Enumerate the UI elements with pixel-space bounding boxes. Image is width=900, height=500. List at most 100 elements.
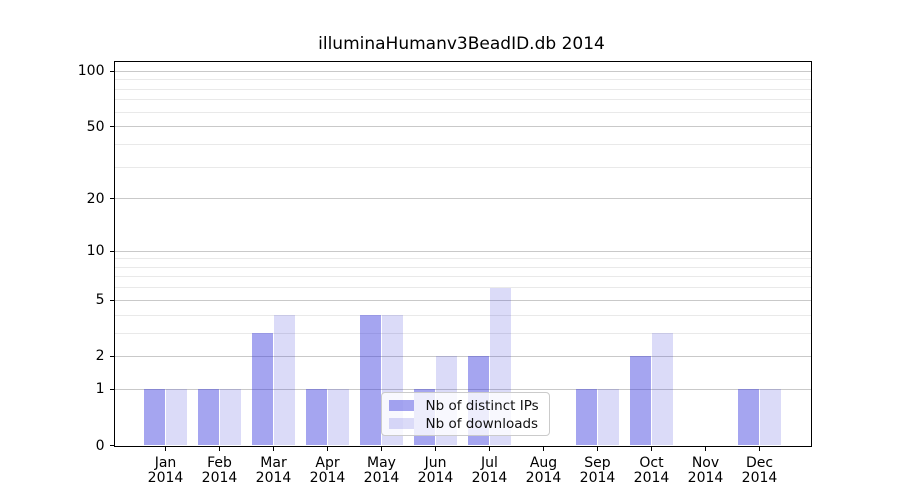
- major-gridline: [114, 126, 811, 128]
- minor-gridline: [114, 99, 811, 101]
- legend-swatch: [388, 418, 414, 429]
- x-tick-month: Aug: [529, 454, 558, 471]
- x-tick-mark: [543, 446, 544, 451]
- y-tick-mark: [109, 355, 114, 357]
- x-tick-label: Oct 2014: [620, 454, 684, 486]
- x-tick-label: Dec 2014: [728, 454, 792, 486]
- minor-gridline: [114, 258, 811, 260]
- bar-downloads-feb: [219, 389, 242, 446]
- x-tick-year: 2014: [687, 469, 724, 486]
- y-tick-label: 20: [86, 190, 105, 207]
- minor-gridline: [114, 111, 811, 113]
- minor-gridline: [114, 266, 811, 268]
- bar-downloads-oct: [651, 333, 674, 446]
- minor-gridline: [114, 79, 811, 81]
- legend-label: Nb of distinct IPs: [425, 397, 539, 414]
- x-tick-year: 2014: [741, 469, 778, 486]
- bar-ips-jan: [143, 389, 166, 446]
- y-tick-label: 50: [86, 118, 105, 135]
- x-tick-year: 2014: [147, 469, 184, 486]
- x-tick-month: Mar: [260, 454, 287, 471]
- major-gridline: [114, 70, 811, 72]
- y-tick-label: 2: [95, 348, 105, 365]
- legend-label: Nb of downloads: [425, 415, 539, 432]
- x-tick-year: 2014: [255, 469, 292, 486]
- x-tick-year: 2014: [363, 469, 400, 486]
- major-gridline: [114, 198, 811, 200]
- y-tick-label: 0: [95, 437, 105, 454]
- y-tick-label: 5: [95, 292, 105, 309]
- y-tick-mark: [109, 250, 114, 252]
- bar-ips-feb: [197, 389, 220, 446]
- x-tick-label: Jul 2014: [458, 454, 522, 486]
- major-gridline: [114, 355, 811, 357]
- x-tick-mark: [219, 446, 220, 451]
- minor-gridline: [114, 143, 811, 145]
- x-tick-month: Feb: [207, 454, 232, 471]
- y-tick-mark: [109, 126, 114, 128]
- bar-ips-apr: [305, 389, 328, 446]
- x-tick-month: Oct: [639, 454, 664, 471]
- x-tick-label: Nov 2014: [674, 454, 738, 486]
- bar-downloads-jan: [165, 389, 188, 446]
- bar-ips-mar: [251, 333, 274, 446]
- x-tick-month: Jul: [481, 454, 498, 471]
- x-tick-label: Aug 2014: [512, 454, 576, 486]
- minor-gridline: [114, 276, 811, 278]
- bar-downloads-mar: [273, 315, 296, 446]
- major-gridline: [114, 388, 811, 390]
- minor-gridline: [114, 287, 811, 289]
- x-tick-month: Jun: [424, 454, 447, 471]
- x-tick-label: Mar 2014: [242, 454, 306, 486]
- minor-gridline: [114, 166, 811, 168]
- y-tick-label: 10: [86, 243, 105, 260]
- x-tick-label: Feb 2014: [188, 454, 252, 486]
- x-tick-mark: [273, 446, 274, 451]
- y-tick-label: 1: [95, 381, 105, 398]
- y-tick-mark: [109, 445, 114, 446]
- x-tick-label: Jun 2014: [404, 454, 468, 486]
- x-tick-label: Sep 2014: [566, 454, 630, 486]
- bar-ips-sep: [575, 389, 598, 446]
- legend-item: Nb of downloads: [388, 415, 542, 433]
- x-tick-month: Apr: [315, 454, 340, 471]
- x-tick-month: May: [367, 454, 396, 471]
- legend-item: Nb of distinct IPs: [388, 397, 542, 415]
- bar-ips-dec: [737, 389, 760, 446]
- x-tick-year: 2014: [525, 469, 562, 486]
- bar-ips-may: [359, 315, 382, 446]
- x-tick-year: 2014: [579, 469, 616, 486]
- x-tick-label: May 2014: [350, 454, 414, 486]
- y-tick-mark: [109, 299, 114, 301]
- x-tick-mark: [705, 446, 706, 451]
- x-tick-mark: [759, 446, 760, 451]
- x-tick-month: Sep: [584, 454, 611, 471]
- x-tick-mark: [597, 446, 598, 451]
- chart-title: illuminaHumanv3BeadID.db 2014: [318, 34, 605, 54]
- major-gridline: [114, 299, 811, 301]
- x-tick-month: Dec: [745, 454, 774, 471]
- x-tick-mark: [435, 446, 436, 451]
- plot-area: Nb of distinct IPs Nb of downloads 0 1 2 5 10…: [78, 60, 812, 485]
- x-tick-year: 2014: [309, 469, 346, 486]
- y-tick-label: 100: [77, 63, 105, 80]
- legend-swatch: [388, 400, 414, 411]
- x-tick-month: Jan: [154, 454, 177, 471]
- x-tick-mark: [327, 446, 328, 451]
- bar-ips-oct: [629, 356, 652, 446]
- x-tick-mark: [165, 446, 166, 451]
- x-tick-year: 2014: [633, 469, 670, 486]
- x-tick-year: 2014: [417, 469, 454, 486]
- minor-gridline: [114, 314, 811, 316]
- x-tick-label: Jan 2014: [134, 454, 198, 486]
- bar-downloads-dec: [759, 389, 782, 446]
- y-tick-mark: [109, 388, 114, 390]
- x-tick-month: Nov: [691, 454, 720, 471]
- y-tick-mark: [109, 198, 114, 200]
- y-tick-mark: [109, 70, 114, 72]
- bar-downloads-sep: [597, 389, 620, 446]
- major-gridline: [114, 250, 811, 252]
- minor-gridline: [114, 88, 811, 90]
- x-tick-mark: [651, 446, 652, 451]
- x-tick-year: 2014: [471, 469, 508, 486]
